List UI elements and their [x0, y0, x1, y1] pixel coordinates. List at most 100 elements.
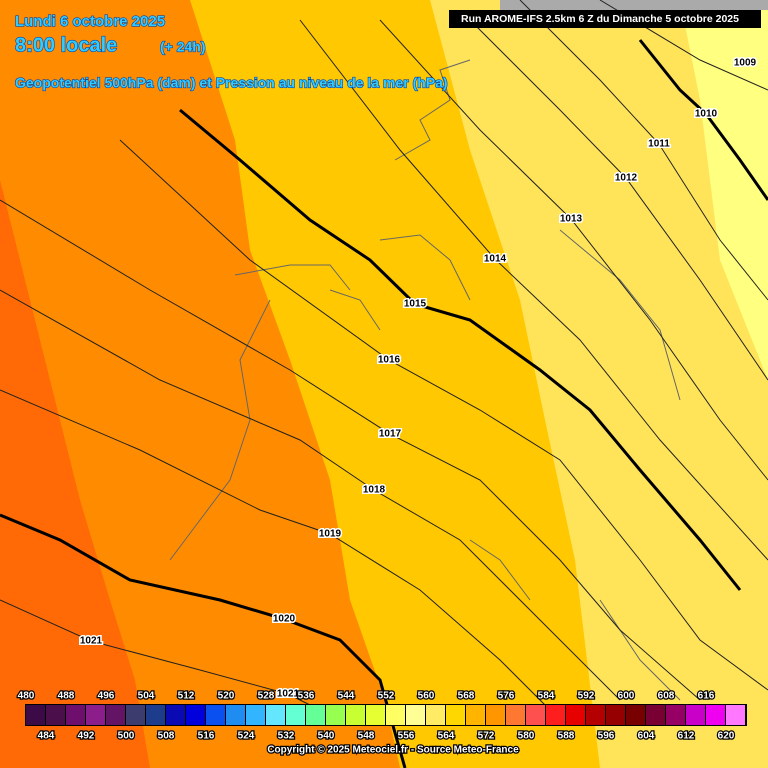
- colorbar-label: 484: [38, 731, 55, 742]
- colorbar-label: 592: [578, 691, 595, 702]
- isobar-line: [0, 199, 701, 701]
- colorbar-label: 588: [558, 731, 575, 742]
- colorbar-cell: [446, 705, 465, 725]
- colorbar-label: 496: [98, 691, 115, 702]
- isobar-label: 1021: [277, 689, 300, 700]
- isobar-label: 1017: [379, 429, 402, 440]
- colorbar-cell: [386, 705, 405, 725]
- colorbar-cell: [366, 705, 385, 725]
- colorbar-label: 532: [278, 731, 295, 742]
- colorbar-label: 548: [358, 731, 375, 742]
- run-box: [449, 10, 761, 28]
- colorbar-cell: [306, 705, 325, 725]
- isobar-line-thick: [179, 108, 742, 591]
- band-red: [0, 180, 150, 768]
- isobar-line: [0, 289, 621, 701]
- colorbar-cell: [706, 705, 725, 725]
- colorbar-cell: [626, 705, 645, 725]
- isobar-labels: 1009 1010 1011 1012 1013 1014 1015 1016 1017 1018…: [78, 56, 758, 701]
- isobar-line: [469, 19, 768, 381]
- colorbar-label: 608: [658, 691, 675, 702]
- colorbar-label: 540: [318, 731, 335, 742]
- colorbar-label: 504: [138, 691, 155, 702]
- colorbar-label: 536: [298, 691, 315, 702]
- colorbar-label: 544: [338, 691, 355, 702]
- field-title: Geopotentiel 500hPa (dam) et Pression au…: [15, 75, 448, 91]
- colorbar-label: 524: [238, 731, 255, 742]
- isobar-label: 1012: [615, 173, 638, 184]
- colorbar-cell: [566, 705, 585, 725]
- colorbar-label: 612: [678, 731, 695, 742]
- isobar-label: 1009: [734, 58, 757, 69]
- forecast-lead: (+ 24h): [160, 39, 206, 55]
- colorbar-cell: [526, 705, 545, 725]
- colorbar-cell: [126, 705, 145, 725]
- colorbar-label: 508: [158, 731, 175, 742]
- run-info: Run AROME-IFS 2.5km 6 Z du Dimanche 5 oc…: [461, 13, 739, 25]
- isobar-label: 1021: [80, 636, 103, 647]
- colorbar-cell: [46, 705, 65, 725]
- colorbar-cell: [606, 705, 625, 725]
- isobar-line: [379, 19, 768, 481]
- colorbar-cell: [66, 705, 85, 725]
- colorbar-cell: [506, 705, 525, 725]
- colorbar-cell: [426, 705, 445, 725]
- colorbar-cell: [546, 705, 565, 725]
- colorbar-cell: [206, 705, 225, 725]
- colorbar-label: 580: [518, 731, 535, 742]
- colorbar-label: 556: [398, 731, 415, 742]
- isobar-line-thick: [638, 39, 768, 201]
- colorbar-label: 488: [58, 691, 75, 702]
- colorbar-label: 520: [218, 691, 235, 702]
- coastline: [169, 59, 681, 701]
- colorbar-label: 500: [118, 731, 135, 742]
- colorbar-cell: [246, 705, 265, 725]
- map-edge: [500, 0, 768, 10]
- isobar-label: 1016: [378, 355, 401, 366]
- colorbar-label: 564: [438, 731, 455, 742]
- isobar-line: [119, 139, 768, 691]
- colorbar: 480 488 496 504 512 520 528 536 544 552 560 568 576 5…: [16, 689, 747, 743]
- colorbar-cell: [146, 705, 165, 725]
- isobar-label: 1019: [319, 529, 342, 540]
- isobar-label: 1015: [404, 299, 427, 310]
- forecast-time: 8:00 locale: [15, 34, 117, 56]
- colorbar-cell: [186, 705, 205, 725]
- colorbar-label: 568: [458, 691, 475, 702]
- colorbar-cell: [646, 705, 665, 725]
- isobar-label: 1011: [648, 139, 670, 150]
- isobar-label: 1020: [273, 614, 296, 625]
- colorbar-label: 480: [18, 691, 35, 702]
- colorbar-label: 604: [638, 731, 655, 742]
- colorbar-cell: [106, 705, 125, 725]
- colorbar-cell: [666, 705, 685, 725]
- colorbar-cell: [406, 705, 425, 725]
- isobar-label: 1010: [695, 109, 718, 120]
- colorbar-cell: [86, 705, 105, 725]
- colorbar-label: 572: [478, 731, 495, 742]
- colorbar-cell: [166, 705, 185, 725]
- colorbar-cell: [346, 705, 365, 725]
- colorbar-label: 492: [78, 731, 95, 742]
- colorbar-cell: [726, 705, 745, 725]
- colorbar-label: 584: [538, 691, 555, 702]
- colorbar-label: 516: [198, 731, 215, 742]
- isobar-line: [299, 19, 768, 561]
- colorbar-cell: [486, 705, 505, 725]
- isobar-label: 1013: [560, 214, 583, 225]
- colorbar-label: 620: [718, 731, 735, 742]
- colorbar-label: 552: [378, 691, 395, 702]
- colorbar-label: 576: [498, 691, 515, 702]
- colorbar-cell: [586, 705, 605, 725]
- colorbar-cell: [26, 705, 45, 725]
- isobar-label: 1014: [484, 254, 507, 265]
- colorbar-cell: [226, 705, 245, 725]
- colorbar-cell: [686, 705, 705, 725]
- colorbar-cell: [286, 705, 305, 725]
- colorbar-cell: [326, 705, 345, 725]
- copyright: Copyright © 2025 Meteociel.fr - Source M…: [267, 745, 519, 756]
- isobar-label: 1018: [363, 485, 386, 496]
- isobar-line-thick: [0, 513, 407, 768]
- forecast-date: Lundi 6 octobre 2025: [15, 13, 165, 30]
